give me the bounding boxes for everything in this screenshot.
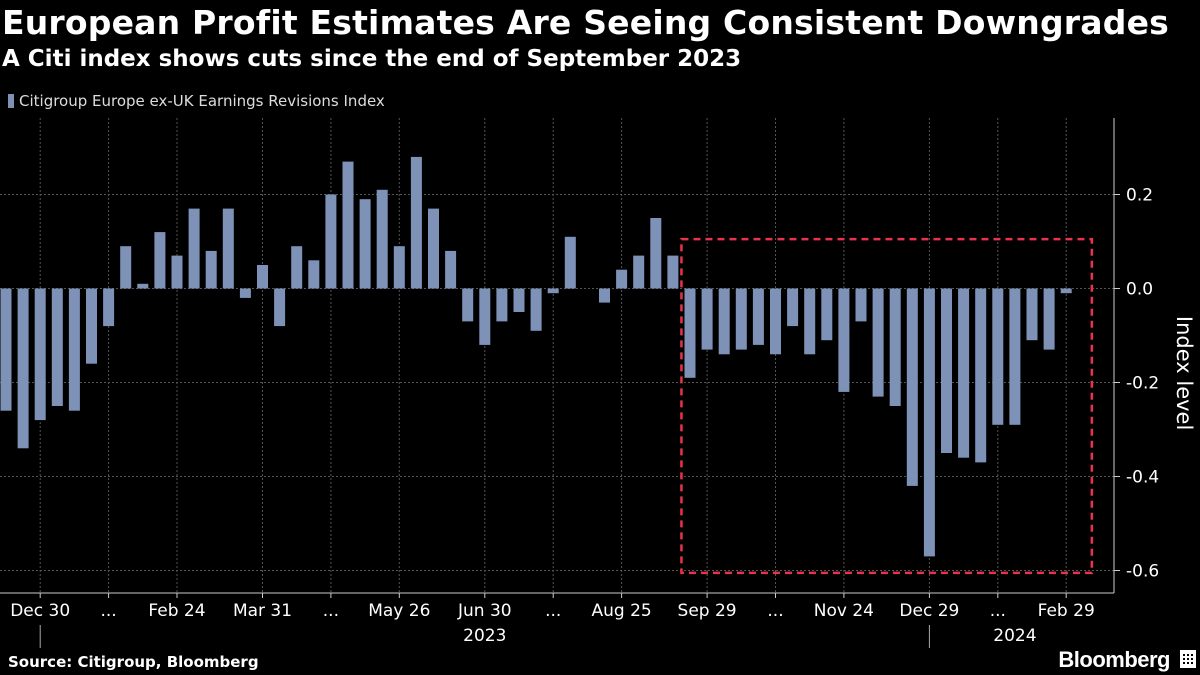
bar: [633, 255, 645, 289]
highlight-box: [680, 237, 1094, 575]
y-axis-title: Index level: [1172, 316, 1196, 430]
bar: [752, 288, 764, 345]
bar: [667, 255, 679, 289]
bar: [137, 283, 149, 289]
bar: [838, 288, 850, 392]
bar: [513, 288, 525, 312]
y-tick-label: -0.2: [1126, 374, 1159, 394]
bar: [975, 288, 987, 463]
y-tick-label: 0.2: [1126, 186, 1153, 206]
bar: [257, 265, 268, 289]
bar: [462, 288, 474, 322]
x-tick-label: ...: [990, 601, 1006, 621]
x-tick-label: Feb 29: [1038, 601, 1095, 621]
bar: [821, 288, 833, 341]
bar: [718, 288, 730, 355]
x-tick-label: May 26: [368, 601, 430, 621]
legend-label: Citigroup Europe ex-UK Earnings Revision…: [19, 92, 385, 110]
x-tick-label: ...: [323, 601, 339, 621]
source-note: Source: Citigroup, Bloomberg: [8, 653, 259, 671]
bar: [171, 255, 183, 289]
bar: [684, 288, 696, 378]
x-tick-label: Nov 24: [814, 601, 874, 621]
bar: [239, 288, 251, 298]
bar: [86, 288, 97, 364]
bar: [735, 288, 747, 350]
x-tick-label: Dec 30: [10, 601, 70, 621]
bloomberg-logo-icon: [1180, 650, 1196, 668]
bar: [428, 208, 439, 289]
bar: [701, 288, 713, 350]
bar: [410, 156, 422, 289]
bar: [958, 288, 970, 458]
x-tick-label: ...: [545, 601, 561, 621]
bar: [154, 232, 166, 289]
bar: [1026, 288, 1038, 341]
bar: [547, 288, 559, 294]
bar: [342, 161, 354, 289]
bar: [274, 288, 286, 327]
x-tick-label: Jun 30: [457, 601, 512, 621]
bar: [359, 199, 371, 289]
bar: [291, 246, 303, 289]
legend-swatch: [8, 94, 14, 108]
legend: Citigroup Europe ex-UK Earnings Revision…: [8, 92, 385, 110]
x-tick-label: ...: [767, 601, 783, 621]
bar: [872, 288, 884, 397]
y-tick-label: -0.6: [1126, 562, 1159, 582]
bar: [1009, 288, 1021, 425]
bar: [51, 288, 63, 406]
bar: [376, 189, 388, 289]
y-tick-label: 0.0: [1126, 280, 1153, 300]
bar: [992, 288, 1004, 425]
bar: [68, 288, 80, 411]
bar: [188, 208, 200, 289]
bar: [0, 288, 12, 411]
bar: [17, 288, 29, 449]
bar: [393, 246, 405, 289]
x-tick-label: Feb 24: [148, 601, 205, 621]
bar: [787, 288, 799, 327]
bar: [205, 250, 217, 289]
bloomberg-logo: Bloomberg: [1058, 647, 1170, 672]
bar: [120, 246, 132, 289]
bar: [906, 288, 918, 486]
bar: [34, 288, 46, 421]
bar: [804, 288, 816, 355]
x-year-label: 2023: [463, 626, 506, 646]
bar: [325, 194, 337, 289]
bar: [599, 288, 610, 303]
bar: [222, 208, 234, 289]
bar: [941, 288, 952, 453]
chart-subtitle: A Citi index shows cuts since the end of…: [2, 46, 742, 72]
x-tick-label: Mar 31: [233, 601, 292, 621]
bar: [923, 288, 935, 557]
chart-title: European Profit Estimates Are Seeing Con…: [2, 3, 1169, 42]
bar: [616, 269, 628, 289]
bar: [855, 288, 867, 322]
x-tick-label: Aug 25: [591, 601, 651, 621]
bar: [445, 250, 457, 289]
bar: [650, 218, 662, 289]
bar: [770, 288, 781, 355]
bar: [564, 236, 576, 289]
x-tick-label: Sep 29: [678, 601, 737, 621]
x-tick-label: Dec 29: [899, 601, 959, 621]
bar: [496, 288, 508, 322]
bar: [479, 288, 491, 345]
bar: [530, 288, 542, 331]
x-year-label: 2024: [993, 626, 1036, 646]
bar: [1043, 288, 1055, 350]
bar: [889, 288, 901, 406]
bar: [1060, 288, 1072, 294]
y-tick-label: -0.4: [1126, 468, 1159, 488]
x-tick-label: ...: [100, 601, 116, 621]
bar: [103, 288, 115, 327]
bar: [308, 260, 320, 289]
